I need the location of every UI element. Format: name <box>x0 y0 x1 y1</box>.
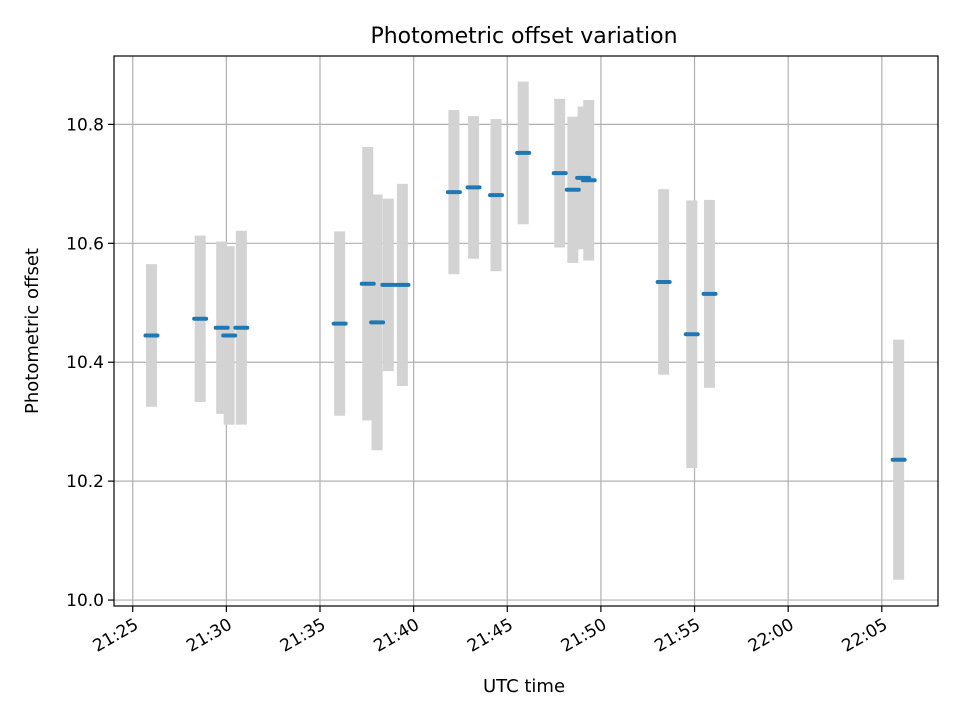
x-tick-label: 21:25 <box>90 615 142 657</box>
y-tick-label: 10.8 <box>66 115 104 135</box>
x-tick-label: 21:50 <box>558 615 610 657</box>
y-tick-label: 10.6 <box>66 234 104 254</box>
x-tick-label: 21:40 <box>371 615 423 657</box>
y-tick-label: 10.4 <box>66 353 104 373</box>
x-tick-label: 22:05 <box>839 615 891 657</box>
x-ticks: 21:25 21:30 21:35 21:40 21:45 21:50 21:55 22:00… <box>90 606 891 657</box>
chart-title: Photometric offset variation <box>370 24 677 49</box>
x-tick-label: 21:45 <box>464 615 516 657</box>
markers <box>143 150 907 462</box>
y-ticks: 10.0 10.2 10.4 10.6 10.8 <box>66 115 114 611</box>
x-tick-label: 21:35 <box>277 615 329 657</box>
x-axis-label: UTC time <box>483 676 565 697</box>
x-tick-label: 21:55 <box>651 615 703 657</box>
plot-frame <box>113 55 939 607</box>
x-tick-label: 21:30 <box>183 615 235 657</box>
y-axis-label: Photometric offset <box>22 248 43 414</box>
x-tick-label: 22:00 <box>745 615 797 657</box>
y-tick-label: 10.0 <box>66 591 104 611</box>
y-tick-label: 10.2 <box>66 472 104 492</box>
errorbars <box>145 81 905 580</box>
